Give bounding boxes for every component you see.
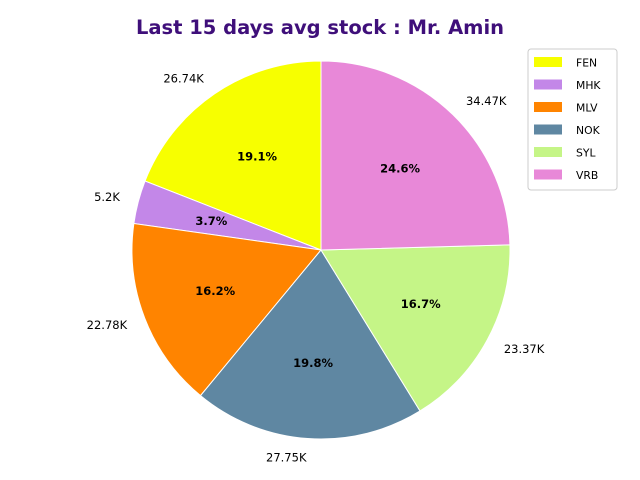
legend-label-syl: SYL — [576, 147, 595, 160]
legend-frame — [527, 48, 618, 191]
legend-swatch-syl — [534, 147, 562, 157]
legend-swatch-mlv — [534, 102, 562, 112]
pie-slice-nok — [199, 249, 421, 440]
percent-labels: 19.1% 3.7% 16.2% 19.8% 16.7% 24.6% — [195, 149, 441, 370]
pie-slice-fen — [144, 60, 322, 251]
percent-label-fen: 19.1% — [237, 149, 277, 163]
value-label-mlv: 22.78K — [87, 318, 128, 332]
legend: FEN MHK MLV NOK SYL VRB — [527, 48, 618, 191]
legend-swatch-mhk — [534, 79, 562, 90]
legend-label-mhk: MHK — [576, 79, 601, 92]
legend-label-fen: FEN — [576, 57, 597, 70]
value-label-fen: 26.74K — [163, 71, 204, 85]
legend-swatch-fen — [534, 57, 562, 67]
value-label-vrb: 34.47K — [466, 94, 507, 108]
legend-swatch-vrb — [534, 169, 562, 180]
legend-label-vrb: VRB — [576, 169, 598, 182]
percent-label-nok: 19.8% — [293, 356, 333, 370]
percent-label-syl: 16.7% — [401, 297, 441, 311]
percent-label-mhk: 3.7% — [195, 214, 227, 228]
pie-slices — [131, 60, 511, 440]
chart-title: Last 15 days avg stock : Mr. Amin — [136, 16, 504, 39]
value-label-nok: 27.75K — [266, 450, 307, 464]
value-label-syl: 23.37K — [504, 342, 545, 356]
pie-slice-vrb — [320, 60, 511, 251]
legend-label-mlv: MLV — [576, 102, 598, 115]
value-label-mhk: 5.2K — [94, 190, 120, 204]
pie-slice-mlv — [131, 222, 322, 397]
percent-label-mlv: 16.2% — [195, 284, 235, 298]
legend-label-nok: NOK — [576, 124, 601, 137]
percent-label-vrb: 24.6% — [380, 162, 420, 176]
pie-slice-syl — [320, 244, 511, 412]
value-labels: 26.74K 5.2K 22.78K 27.75K 23.37K 34.47K — [87, 71, 545, 464]
legend-swatch-nok — [534, 124, 562, 135]
